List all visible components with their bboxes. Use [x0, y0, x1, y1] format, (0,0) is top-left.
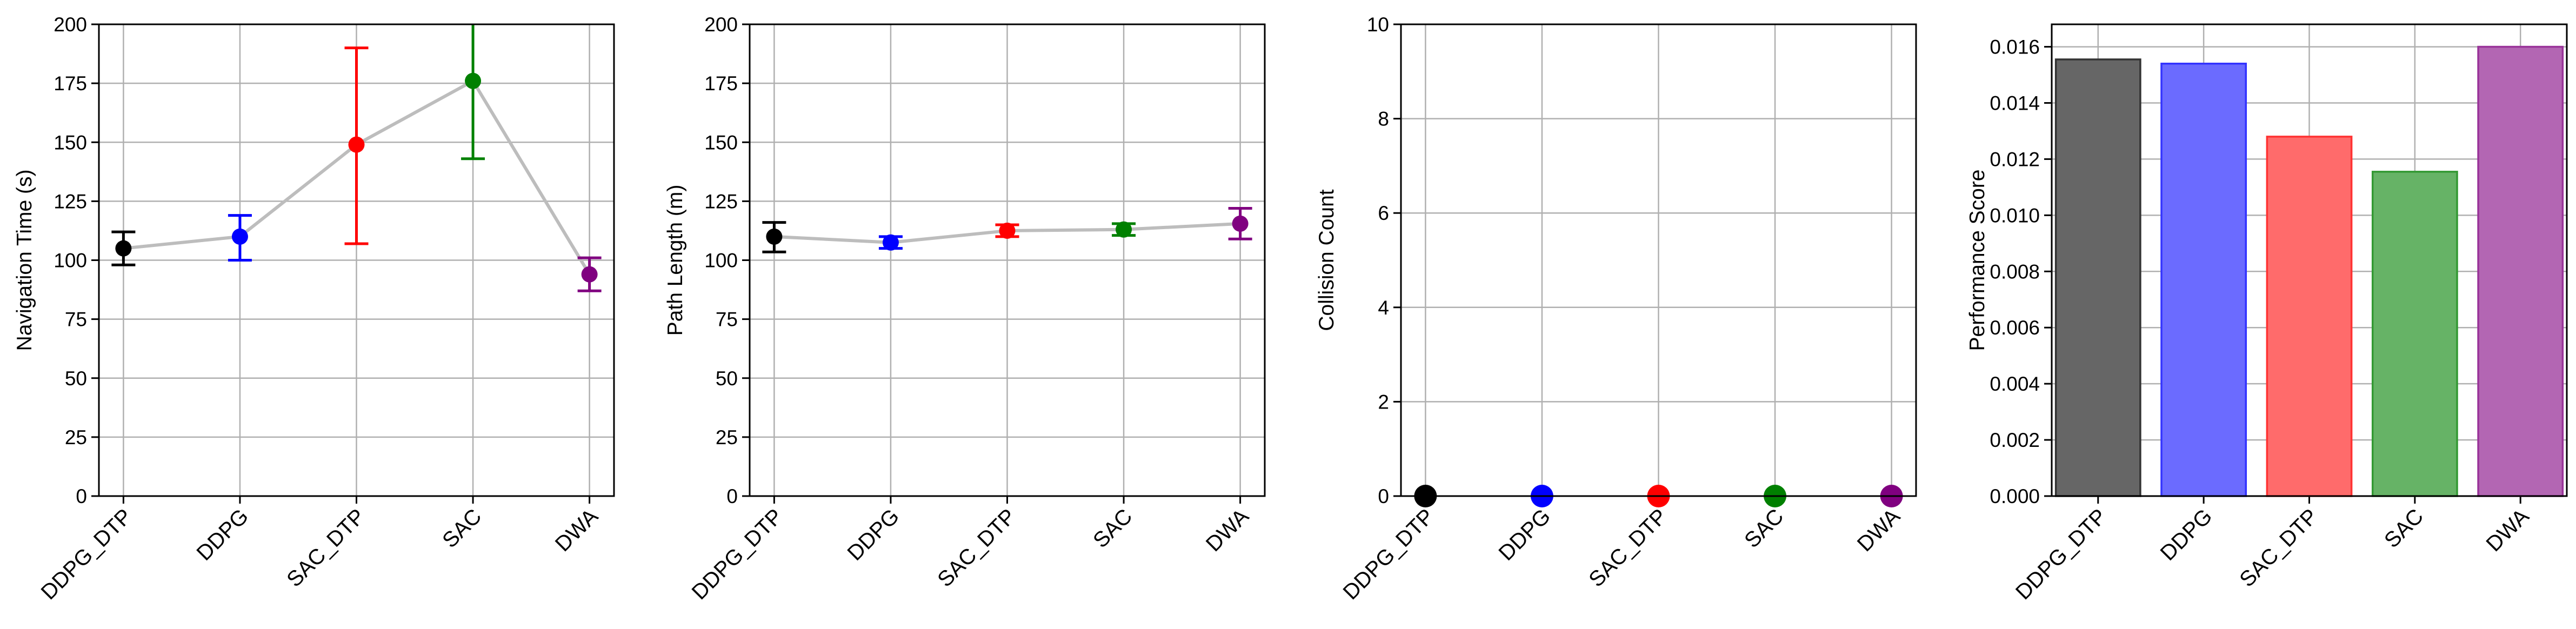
x-tick-label: SAC_DTP — [933, 504, 1020, 592]
axes-frame — [2051, 23, 2568, 497]
y-tick-label: 0.016 — [1990, 36, 2040, 58]
chart-panel-1: 0 25 50 75 100 125 150 175 200 DDPG_DTP DDPG SAC_DT… — [13, 14, 615, 604]
y-tick-label: 10 — [1367, 14, 1389, 36]
x-tick-label: DDPG — [1494, 504, 1555, 565]
x-tick-label: DWA — [2482, 504, 2534, 556]
y-tick-label: 75 — [716, 309, 738, 331]
x-tick-label: SAC — [438, 504, 486, 552]
y-tick-label: 200 — [54, 14, 87, 36]
y-tick-label: 125 — [704, 190, 738, 212]
x-tick-label: SAC — [1089, 504, 1137, 552]
bar-sac-dtp — [2266, 136, 2353, 497]
y-tick-label: 0.000 — [1990, 485, 2040, 507]
x-tick-label: SAC — [2380, 504, 2428, 552]
axes-frame — [98, 23, 615, 497]
point-sac — [465, 72, 482, 89]
y-tick-label: 8 — [1378, 108, 1389, 130]
point-sac — [1116, 221, 1132, 238]
point-sac-dtp — [348, 136, 365, 153]
chart-panel-4: 0.000 0.002 0.004 0.006 0.008 0.010 0.012 0.014… — [1966, 23, 2568, 604]
x-tick-label: SAC — [1740, 504, 1788, 552]
point-ddpg — [231, 228, 248, 245]
x-tick-label: SAC_DTP — [2235, 504, 2323, 592]
y-tick-label: 100 — [704, 250, 738, 272]
y-tick-label: 25 — [65, 426, 87, 449]
y-axis-label: Navigation Time (s) — [13, 170, 36, 351]
y-tick-label: 0 — [1378, 485, 1389, 507]
x-tick-label: DDPG_DTP — [37, 504, 137, 604]
y-tick-label: 50 — [716, 367, 738, 390]
y-tick-label: 0.010 — [1990, 204, 2040, 226]
point-sac-dtp — [999, 222, 1016, 239]
y-tick-label: 25 — [716, 426, 738, 449]
x-tick-label: DWA — [1202, 504, 1253, 556]
x-tick-label: DDPG — [843, 504, 904, 565]
bar-ddpg — [2160, 63, 2247, 497]
bar-sac — [2371, 171, 2458, 497]
point-dwa — [581, 266, 598, 283]
x-tick-label: DDPG — [192, 504, 253, 565]
y-tick-label: 4 — [1378, 297, 1389, 319]
y-tick-label: 0.004 — [1990, 373, 2040, 395]
y-tick-label: 200 — [704, 14, 738, 36]
bar-ddpg-dtp — [2054, 58, 2141, 497]
point-ddpg-dtp — [766, 228, 783, 245]
x-tick-label: DDPG — [2156, 504, 2217, 565]
y-tick-label: 6 — [1378, 202, 1389, 224]
y-tick-label: 0.006 — [1990, 317, 2040, 339]
x-tick-label: DDPG_DTP — [688, 504, 788, 604]
x-tick-label: DWA — [1853, 504, 1905, 556]
y-tick-label: 100 — [54, 250, 87, 272]
y-axis-label: Collision Count — [1315, 189, 1338, 331]
y-tick-label: 150 — [54, 131, 87, 153]
y-tick-label: 0.014 — [1990, 92, 2040, 115]
y-tick-label: 75 — [65, 309, 87, 331]
axes-frame — [1400, 23, 1917, 497]
point-ddpg — [882, 234, 899, 251]
y-axis-label: Performance Score — [1966, 170, 1989, 351]
point-dwa — [1232, 215, 1249, 232]
x-tick-label: SAC_DTP — [282, 504, 370, 592]
y-tick-label: 0.002 — [1990, 429, 2040, 451]
point-ddpg-dtp — [115, 240, 132, 257]
axes-frame — [749, 23, 1266, 497]
y-tick-label: 0 — [726, 485, 738, 507]
x-tick-label: DDPG_DTP — [1339, 504, 1439, 604]
chart-panel-2: 0 25 50 75 100 125 150 175 200 DDPG_DTP DDPG SAC_DT… — [664, 14, 1266, 604]
y-tick-label: 0 — [76, 485, 87, 507]
x-tick-label: DWA — [551, 504, 603, 556]
y-tick-label: 150 — [704, 131, 738, 153]
y-axis-label: Path Length (m) — [664, 185, 687, 336]
y-tick-label: 125 — [54, 190, 87, 212]
y-tick-label: 175 — [704, 72, 738, 95]
y-tick-label: 0.008 — [1990, 260, 2040, 283]
y-tick-label: 50 — [65, 367, 87, 390]
x-tick-label: DDPG_DTP — [2011, 504, 2111, 604]
y-tick-label: 0.012 — [1990, 148, 2040, 170]
chart-panel-3: 0 2 4 6 8 10 DDPG_DTP DDPG SAC_DTP SAC DWA Collisio… — [1315, 14, 1917, 604]
y-tick-label: 2 — [1378, 391, 1389, 413]
bar-dwa — [2477, 45, 2564, 497]
x-tick-label: SAC_DTP — [1584, 504, 1672, 592]
y-tick-label: 175 — [54, 72, 87, 95]
